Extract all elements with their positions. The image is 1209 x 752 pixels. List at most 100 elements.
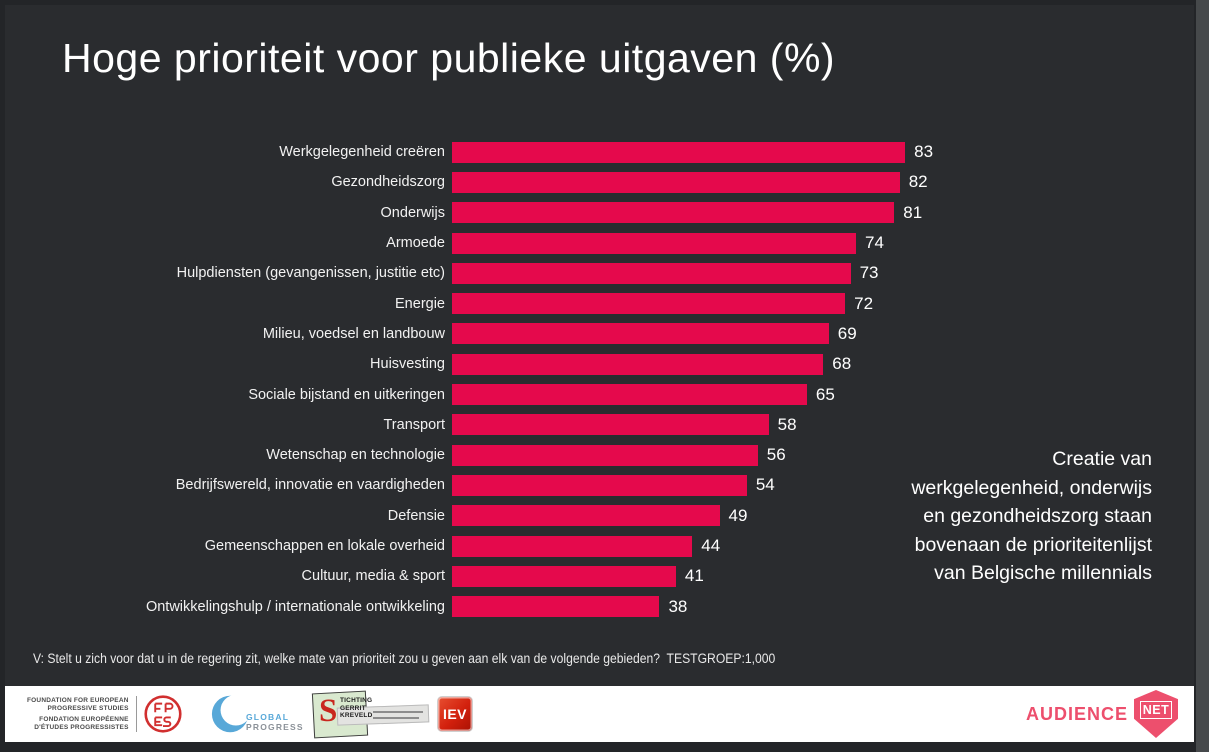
audiencenet-wordmark: AUDIENCE [1025, 703, 1128, 724]
bar-chart: Werkgelegenheid creëren 83 Gezondheidszorg… [5, 137, 1035, 622]
bar [452, 384, 807, 406]
bar [452, 323, 829, 345]
feps-text-line: FONDATION EUROPÉENNE [39, 715, 129, 723]
stichting-logo-wrap: S TICHTING GERRIT KREVELD [311, 690, 431, 739]
chart-bar-row: Onderwijs 81 [5, 198, 1035, 228]
audiencenet-logo: AUDIENCE NET [1026, 686, 1178, 742]
bar-label: Hulpdiensten (gevangenissen, justitie et… [176, 265, 445, 282]
bar-value: 83 [914, 142, 934, 162]
feps-text-line: D'ÉTUDES PROGRESSISTES [34, 723, 129, 731]
bar-value: 73 [859, 263, 879, 283]
bar-value: 74 [865, 233, 884, 253]
divider [135, 696, 137, 732]
stichting-text-line: GERRIT [340, 704, 366, 712]
bar-label: Armoede [386, 235, 445, 252]
bar-label: Werkgelegenheid creëren [279, 144, 445, 161]
bar-value: 38 [668, 596, 688, 616]
audiencenet-net-label: NET [1139, 701, 1173, 719]
bar-track: 65 [452, 384, 835, 406]
chart-bar-row: Wetenschap en technologie 56 [5, 440, 1035, 470]
chart-bar-row: Cultuur, media & sport 41 [5, 561, 1035, 591]
stichting-gerrit-kreveld-logo: S TICHTING GERRIT KREVELD [311, 686, 431, 742]
bar [452, 535, 693, 557]
bar [452, 262, 851, 284]
bar-label: Huisvesting [370, 356, 445, 373]
bar-value: 65 [815, 384, 835, 404]
bar-track: 72 [452, 293, 874, 315]
bar-label: Wetenschap en technologie [266, 447, 445, 464]
bar-value: 72 [854, 293, 874, 313]
stichting-s-letter: S [319, 693, 338, 729]
chart-bar-row: Gezondheidszorg 82 [5, 167, 1035, 197]
stichting-text-line: TICHTING [340, 697, 373, 704]
annotation-text: Creatie van werkgelegenheid, onderwijs e… [911, 448, 1152, 584]
bar [452, 444, 758, 466]
chart-bar-row: Ontwikkelingshulp / internationale ontwi… [5, 591, 1035, 621]
chart-bar-row: Armoede 74 [5, 228, 1035, 258]
bar-value: 41 [684, 566, 704, 586]
bar-track: 44 [452, 535, 721, 557]
bar-track: 83 [452, 141, 934, 163]
bar-track: 68 [452, 353, 852, 375]
bar-track: 81 [452, 202, 923, 224]
bar-label: Gezondheidszorg [331, 174, 445, 191]
chart-bar-row: Huisvesting 68 [5, 349, 1035, 379]
bar-value: 69 [837, 323, 857, 343]
chart-bar-row: Sociale bijstand en uitkeringen 65 [5, 379, 1035, 409]
bar-label: Milieu, voedsel en landbouw [262, 325, 445, 342]
bar-value: 81 [903, 202, 923, 222]
bar-track: 38 [452, 596, 688, 618]
bar-value: 44 [701, 536, 721, 555]
bar-label: Cultuur, media & sport [301, 568, 445, 585]
bar-track: 49 [452, 505, 748, 527]
bar-label: Onderwijs [380, 204, 445, 221]
bar-track: 73 [452, 262, 879, 284]
bar-label: Energie [395, 295, 445, 312]
global-progress-text: GLOBAL PROGRESS [246, 712, 304, 732]
bar [452, 565, 676, 587]
bar-label: Transport [383, 416, 445, 433]
global-progress-line: PROGRESS [246, 722, 304, 732]
bar [452, 474, 747, 496]
bar [452, 171, 900, 193]
bar-track: 41 [452, 565, 704, 587]
iev-label: IEV [442, 706, 468, 722]
global-progress-logo: GLOBAL PROGRESS [210, 686, 304, 742]
bar-value: 49 [728, 505, 748, 525]
stichting-text: TICHTING GERRIT KREVELD [340, 697, 372, 720]
chart-bar-row: Gemeenschappen en lokale overheid 44 [5, 531, 1035, 561]
bar-value: 56 [766, 445, 786, 465]
feps-logo: FOUNDATION FOR EUROPEAN PROGRESSIVE STUD… [27, 686, 182, 742]
bar-value: 54 [755, 475, 775, 495]
footnote: V: Stelt u zich voor dat u in de regerin… [33, 651, 776, 666]
bar [452, 414, 769, 436]
slide: Hoge prioriteit voor publieke uitgaven (… [5, 5, 1194, 742]
footer-logo-bar: FOUNDATION FOR EUROPEAN PROGRESSIVE STUD… [5, 686, 1194, 742]
bar-label: Bedrijfswereld, innovatie en vaardighede… [175, 477, 445, 494]
global-progress-line: GLOBAL [246, 712, 290, 722]
bar [452, 505, 720, 527]
bar-track: 56 [452, 444, 786, 466]
bar-value: 68 [832, 354, 852, 374]
audiencenet-pentagon-icon: NET [1134, 690, 1178, 738]
feps-text-line: PROGRESSIVE STUDIES [47, 704, 129, 712]
bar-value: 82 [908, 172, 928, 192]
bar [452, 353, 824, 375]
bar [452, 596, 660, 618]
viewer-scrollbar[interactable] [1196, 0, 1209, 752]
chart-bar-row: Werkgelegenheid creëren 83 [5, 137, 1035, 167]
chart-bar-row: Defensie 49 [5, 501, 1035, 531]
feps-logo-text: FOUNDATION FOR EUROPEAN PROGRESSIVE STUD… [27, 697, 129, 732]
global-progress-crescent-icon [211, 694, 252, 733]
bar [452, 141, 906, 163]
bar-label: Gemeenschappen en lokale overheid [204, 538, 445, 554]
iev-logo: IEV [437, 686, 473, 742]
bar-track: 54 [452, 474, 775, 496]
bar-track: 58 [452, 414, 797, 436]
chart-bar-row: Milieu, voedsel en landbouw 69 [5, 319, 1035, 349]
bar-value: 58 [777, 414, 797, 434]
bar-track: 82 [452, 171, 928, 193]
slide-title: Hoge prioriteit voor publieke uitgaven (… [62, 35, 836, 81]
feps-text-line: FOUNDATION FOR EUROPEAN [27, 696, 129, 704]
bar-label: Sociale bijstand en uitkeringen [248, 386, 445, 403]
